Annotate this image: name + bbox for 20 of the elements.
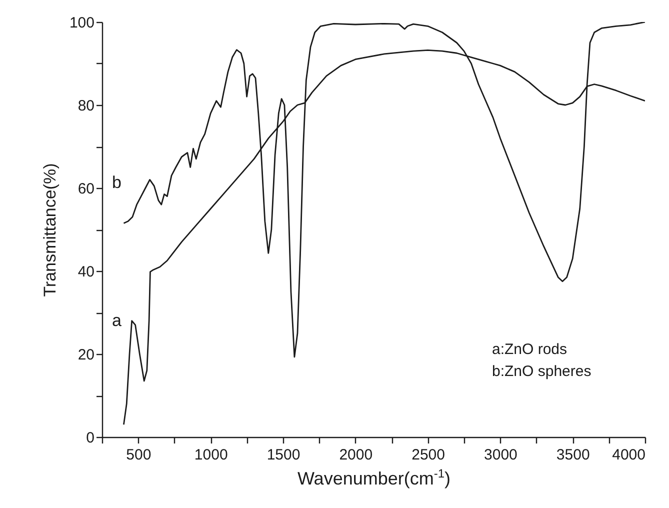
annotation: b:ZnO spheres — [492, 363, 592, 380]
x-tick-label: 1500 — [266, 446, 300, 464]
x-tick-label: 2000 — [339, 446, 373, 464]
y-tick-label: 0 — [86, 430, 94, 446]
y-tick-label: 60 — [78, 180, 94, 198]
x-tick-label: 2500 — [412, 446, 445, 464]
y-tick-label: 20 — [78, 346, 94, 364]
y-tick-label: 100 — [69, 14, 94, 32]
annotation: a — [112, 311, 122, 330]
x-tick-label: 3500 — [556, 446, 590, 464]
x-tick-label: 1000 — [194, 446, 228, 464]
x-tick-label: 4000 — [612, 446, 646, 464]
y-tick-label: 40 — [78, 264, 94, 280]
annotation: b — [112, 173, 122, 192]
annotation: a:ZnO rods — [492, 341, 568, 358]
x-axis-title: Wavenumber(cm$^{-1}$) — [297, 466, 451, 488]
y-axis-title: Transmittance(%) — [40, 163, 60, 297]
x-tick-label: 3000 — [484, 446, 518, 464]
y-tick-label: 80 — [78, 98, 94, 114]
x-tick-label: 500 — [126, 446, 152, 464]
